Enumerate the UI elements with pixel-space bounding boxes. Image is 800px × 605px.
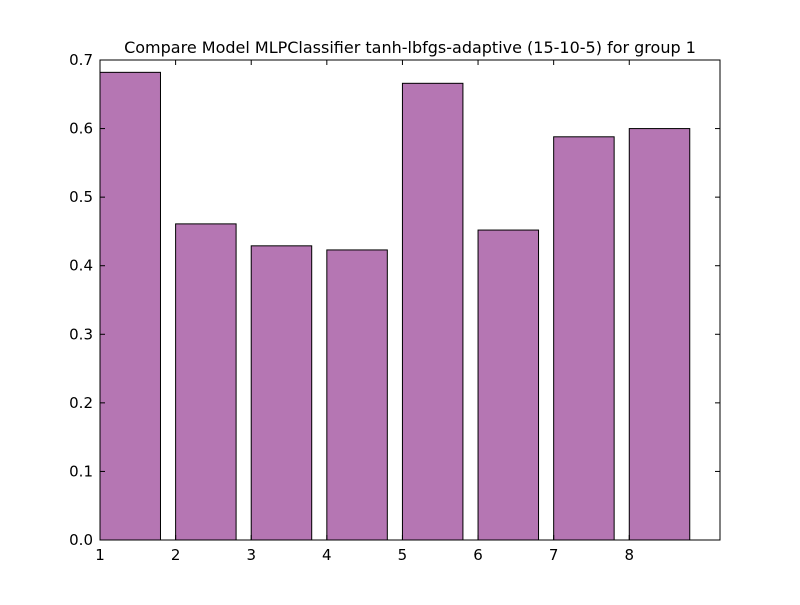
y-tick-label-5: 0.5 [69, 188, 93, 206]
y-tick-label-3: 0.3 [69, 325, 93, 343]
x-tick-label-6: 6 [473, 546, 483, 564]
bar-3 [250, 245, 313, 541]
y-tick-label-4: 0.4 [69, 257, 93, 275]
x-tick-label-7: 7 [549, 546, 559, 564]
bar-1 [99, 71, 161, 541]
y-tick-label-7: 0.7 [69, 51, 93, 69]
y-tick-label-1: 0.1 [69, 462, 93, 480]
x-tick-label-4: 4 [322, 546, 332, 564]
ticks-layer: 1 2 3 4 5 6 7 8 0.0 0.1 0.2 0.3 0.4 0.5 0.6 0.7 [69, 51, 720, 564]
bars-layer [99, 71, 691, 541]
bar-5 [401, 82, 464, 541]
x-tick-label-1: 1 [95, 546, 105, 564]
y-tick-label-6: 0.6 [69, 120, 93, 138]
chart-title: Compare Model MLPClassifier tanh-lbfgs-a… [124, 38, 696, 57]
y-tick-label-2: 0.2 [69, 394, 93, 412]
x-tick-label-3: 3 [246, 546, 256, 564]
x-tick-label-2: 2 [171, 546, 181, 564]
x-tick-label-5: 5 [398, 546, 408, 564]
bar-6 [477, 229, 540, 541]
x-tick-label-8: 8 [624, 546, 634, 564]
plot-frame [99, 59, 721, 541]
y-tick-label-0: 0.0 [69, 531, 93, 549]
bar-2 [175, 223, 237, 541]
bar-4 [326, 249, 388, 541]
bar-8 [628, 128, 691, 541]
bar-7 [553, 136, 615, 541]
